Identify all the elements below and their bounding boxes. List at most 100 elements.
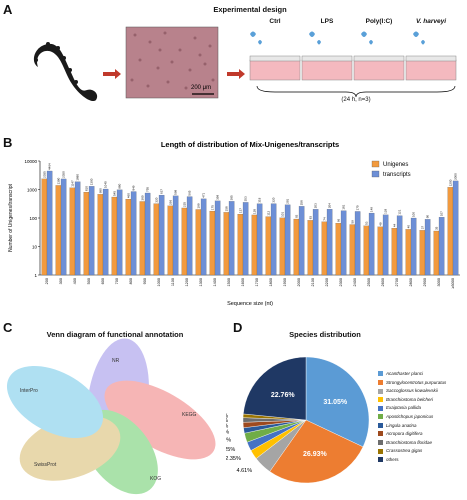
bar-unigenes xyxy=(321,221,328,276)
legend-text: Crassostrea gigas xyxy=(386,448,423,454)
sea-cucumber-illustration xyxy=(33,26,457,102)
legend-swatch-unigenes xyxy=(371,160,380,168)
legend-entry: others xyxy=(378,456,446,465)
bar-transcripts xyxy=(46,170,53,276)
legend-swatch xyxy=(378,405,383,411)
panel-letter-c: C xyxy=(3,320,13,335)
condition-label-lps: LPS xyxy=(320,18,334,25)
bar-transcripts xyxy=(312,209,319,276)
bar-value-label: 460 xyxy=(126,193,130,198)
bar-transcripts xyxy=(88,186,95,276)
bar-transcripts xyxy=(214,200,221,276)
bar-transcripts xyxy=(340,210,347,276)
pie-label: 2.25% xyxy=(226,447,235,453)
x-tick-label: 2500 xyxy=(367,278,371,286)
x-tick-label: 400 xyxy=(73,278,77,284)
pie-slice xyxy=(243,356,307,421)
legend-swatch xyxy=(378,448,383,454)
venn-label-nr: NR xyxy=(112,358,120,364)
bar-unigenes xyxy=(447,187,454,276)
x-tick-label: 1900 xyxy=(283,278,287,286)
bar-transcripts xyxy=(172,195,179,276)
panel-letter-d: D xyxy=(233,320,243,335)
legend-entry: Acropora digitifera xyxy=(378,430,446,439)
bar-value-label: 849 xyxy=(132,185,136,190)
bar-transcripts xyxy=(382,214,389,276)
bar-transcripts xyxy=(452,180,459,276)
x-tick-label: 2100 xyxy=(311,278,315,286)
bar-transcripts xyxy=(270,203,277,276)
bar-value-label: 318 xyxy=(258,197,262,202)
legend-entry: Crassostrea gigas xyxy=(378,447,446,456)
bar-transcripts xyxy=(410,217,417,276)
pie-label: 4.61% xyxy=(236,468,252,474)
bar-unigenes xyxy=(167,205,174,276)
venn-label-swissprot: SwissProt xyxy=(34,462,57,468)
condition-label-ctrl: Ctrl xyxy=(269,18,281,25)
pie-slice xyxy=(305,356,370,448)
dish-ctrl xyxy=(249,31,301,81)
bar-value-label: 129 xyxy=(384,209,388,214)
bar-unigenes xyxy=(111,196,118,276)
x-tick-label: 1100 xyxy=(171,278,175,286)
bar-value-label: 44 xyxy=(392,223,396,227)
condition-label-vharveyi: V. harveyi xyxy=(415,18,447,25)
bar-transcripts xyxy=(60,178,67,276)
bar-value-label: 1880 xyxy=(76,174,80,181)
bar-transcripts xyxy=(424,219,431,276)
bar-value-label: 1390 xyxy=(56,177,60,184)
pie-label: 1.35% xyxy=(226,430,229,436)
legend-label-unigenes: Unigenes xyxy=(383,162,408,168)
bar-unigenes xyxy=(209,210,216,276)
bar-unigenes xyxy=(335,223,342,276)
bar-unigenes xyxy=(307,220,314,276)
bar-value-label: 203 xyxy=(314,203,318,208)
x-tick-label: 2900 xyxy=(423,278,427,286)
bar-transcripts xyxy=(130,191,137,276)
bar-value-label: 92 xyxy=(294,214,298,218)
bar-value-label: 204 xyxy=(328,203,332,208)
bar-value-label: 40 xyxy=(406,225,410,229)
legend-text: Strongylocentrotus purpuratus xyxy=(386,379,447,385)
panel-letter-b: B xyxy=(3,135,13,150)
x-tick-label: 200 xyxy=(45,278,49,284)
x-tick-label: 2400 xyxy=(353,278,357,286)
x-tick-label: 2300 xyxy=(339,278,343,286)
legend-entry: Exaiptasia pallida xyxy=(378,404,446,413)
x-tick-label: 2600 xyxy=(381,278,385,286)
bar-transcripts xyxy=(144,192,151,276)
bar-value-label: 599 xyxy=(174,190,178,195)
venn-set-interpro xyxy=(6,365,104,439)
bar-value-label: 137 xyxy=(238,208,242,213)
legend-entry: Lingula anatina xyxy=(378,422,446,431)
bar-value-label: 90 xyxy=(426,215,430,219)
pie-label: 31.05% xyxy=(323,399,348,406)
y-tick-label: 1 xyxy=(34,273,37,278)
bar-value-label: 385 xyxy=(230,195,234,200)
culture-dishes xyxy=(249,31,457,81)
scale-bar-label: 200 μm xyxy=(191,85,212,91)
bar-transcripts xyxy=(438,217,445,276)
bar-value-label: 565 xyxy=(188,190,192,195)
bar-value-label: 37 xyxy=(420,226,424,230)
bar-unigenes xyxy=(251,214,258,276)
bar-value-label: 1300 xyxy=(90,178,94,185)
y-tick-label: 10000 xyxy=(24,159,37,164)
bar-transcripts xyxy=(284,204,291,276)
bar-value-label: 121 xyxy=(398,209,402,214)
x-tick-label: 1500 xyxy=(227,278,231,286)
arrow-1 xyxy=(103,69,121,79)
venn-label-kegg: KEGG xyxy=(182,412,197,418)
bar-unigenes xyxy=(363,225,370,276)
legend-swatch xyxy=(378,379,383,385)
legend-entry: Branchiostoma floridae xyxy=(378,439,446,448)
bar-unigenes xyxy=(153,203,160,276)
legend-text: others xyxy=(386,456,399,462)
bar-transcripts xyxy=(256,203,263,276)
bar-transcripts xyxy=(116,189,123,276)
x-tick-label: 2700 xyxy=(395,278,399,286)
pie-label: 1.35% xyxy=(226,424,228,430)
bar-value-label: 107 xyxy=(440,211,444,216)
bar-unigenes xyxy=(349,224,356,276)
bar-unigenes xyxy=(125,199,132,276)
